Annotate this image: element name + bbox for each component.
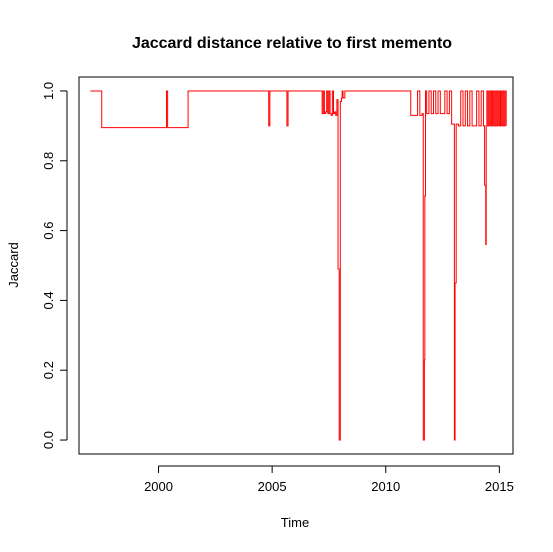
y-tick-label: 0.6 <box>41 222 56 240</box>
y-tick-label: 0.0 <box>41 431 56 449</box>
x-axis-label: Time <box>281 515 309 530</box>
chart-title: Jaccard distance relative to first memen… <box>132 35 452 52</box>
y-axis: 0.0 0.2 0.4 0.6 0.8 1.0 <box>41 82 68 449</box>
plot-frame <box>78 76 514 455</box>
y-tick-label: 0.8 <box>41 152 56 170</box>
x-axis: 2000 2005 2010 2015 <box>144 465 514 494</box>
x-tick-label: 2005 <box>258 479 287 494</box>
y-tick-label: 0.2 <box>41 361 56 379</box>
x-tick-label: 2000 <box>144 479 173 494</box>
y-tick-label: 0.4 <box>41 291 56 309</box>
series-group <box>90 90 507 441</box>
y-axis-label: Jaccard <box>6 242 21 288</box>
y-tick-label: 1.0 <box>41 82 56 100</box>
series-line <box>90 90 507 441</box>
x-tick-label: 2010 <box>371 479 400 494</box>
x-tick-label: 2015 <box>485 479 514 494</box>
